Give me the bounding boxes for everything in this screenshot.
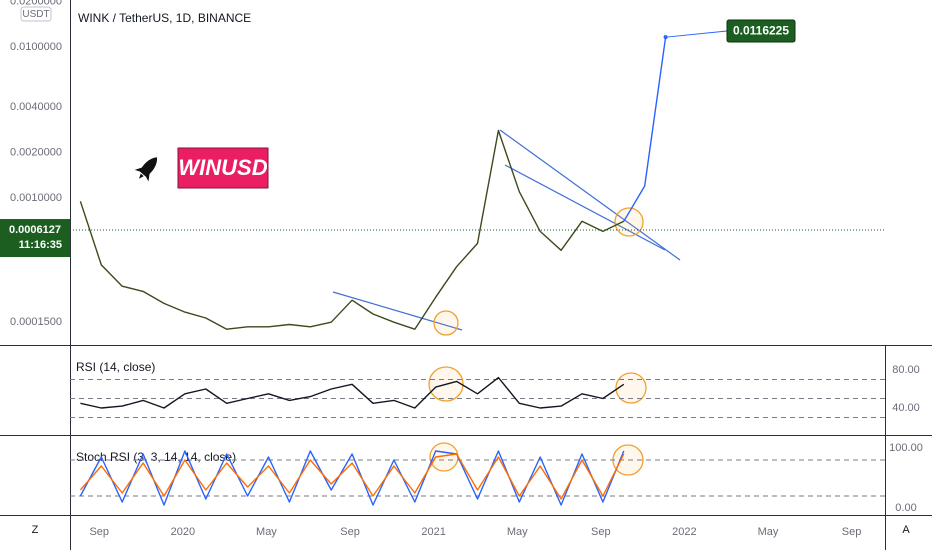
x-tick-label: 2020 <box>171 526 195 538</box>
y-tick-label: 0.0200000 <box>10 0 62 8</box>
rocket-icon <box>134 157 158 182</box>
pane-title: RSI (14, close) <box>76 360 155 374</box>
x-tick-label: Sep <box>591 526 611 538</box>
y-tick-label: 40.00 <box>892 402 920 414</box>
series-line <box>623 37 667 222</box>
y-tick-label: 0.0010000 <box>10 192 62 204</box>
series-line <box>79 129 625 330</box>
y-tick-label: 100.00 <box>889 442 923 454</box>
last-price-dot <box>663 35 668 40</box>
last-price-label: 0.0116225 <box>733 24 789 38</box>
symbol-badge <box>177 147 269 189</box>
x-tick-label: May <box>507 526 528 538</box>
highlight <box>433 310 459 336</box>
series-line <box>80 376 625 409</box>
highlight <box>615 372 647 404</box>
y-tick-label: 0.0001500 <box>10 316 62 328</box>
x-tick-label: May <box>758 526 779 538</box>
trendline <box>499 129 681 261</box>
y-tick-label: 0.0100000 <box>10 41 62 53</box>
x-tick-label: May <box>256 526 277 538</box>
trendline <box>332 291 463 331</box>
y-tick-label: 80.00 <box>892 364 920 376</box>
y-tick-label: 0.00 <box>895 502 916 514</box>
highlight <box>614 207 644 237</box>
y-tick-label: 0.0020000 <box>10 146 62 158</box>
x-tick-label: Sep <box>340 526 360 538</box>
unit-box <box>20 6 52 22</box>
current-price-label: 0.0006127 <box>9 224 61 236</box>
auto-scale-button[interactable]: A <box>902 524 910 536</box>
trendline <box>504 164 666 251</box>
x-tick-label: Sep <box>842 526 862 538</box>
last-price-box <box>726 19 796 43</box>
countdown-label: 11:16:35 <box>19 239 62 251</box>
timezone-button[interactable]: Z <box>32 524 39 536</box>
pane-title: Stoch RSI (3, 3, 14, 14, close) <box>76 450 236 464</box>
trendlines <box>332 129 681 331</box>
series-line <box>79 450 625 506</box>
chart-title: WINK / TetherUS, 1D, BINANCE <box>78 11 251 25</box>
x-tick-label: 2021 <box>421 526 445 538</box>
highlight <box>429 442 459 472</box>
x-tick-label: Sep <box>89 526 109 538</box>
y-tick-label: 0.0040000 <box>10 101 62 113</box>
symbol-label: WINUSD <box>178 155 267 180</box>
x-tick-label: 2022 <box>672 526 696 538</box>
unit-label: USDT <box>22 9 49 20</box>
series-line <box>79 453 625 500</box>
last-price-leader <box>665 30 728 38</box>
current-price-box <box>0 219 70 258</box>
highlight-circles <box>428 207 647 476</box>
